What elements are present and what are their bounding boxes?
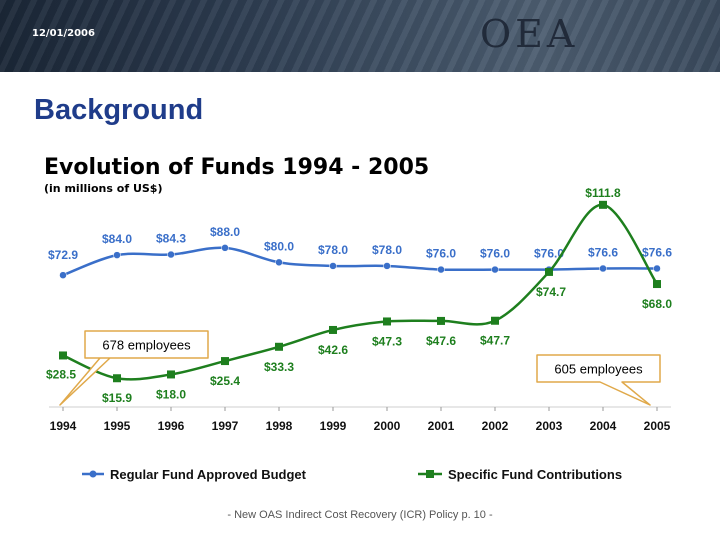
regular-label-1997: $88.0 — [210, 225, 240, 239]
x-tick-label-1996: 1996 — [158, 419, 185, 433]
x-tick-label-2001: 2001 — [428, 419, 455, 433]
x-tick-label-1998: 1998 — [266, 419, 293, 433]
chart-subtitle: (in millions of US$) — [44, 182, 163, 195]
x-tick-label-1995: 1995 — [104, 419, 131, 433]
specific-label-1994: $28.5 — [46, 367, 76, 381]
specific-point-2001 — [437, 316, 445, 325]
specific-point-1996 — [167, 370, 175, 379]
regular-label-1996: $84.3 — [156, 232, 186, 246]
footer-citation: - New OAS Indirect Cost Recovery (ICR) P… — [227, 509, 493, 521]
specific-label-1998: $33.3 — [264, 360, 294, 374]
regular-point-1998 — [275, 258, 283, 267]
x-tick-label-2004: 2004 — [590, 419, 617, 433]
x-tick-label-1999: 1999 — [320, 419, 347, 433]
specific-label-1995: $15.9 — [102, 391, 132, 405]
x-tick-label-1997: 1997 — [212, 419, 239, 433]
specific-label-2004: $111.8 — [585, 186, 621, 200]
regular-label-1999: $78.0 — [318, 243, 348, 257]
x-tick-label-2002: 2002 — [482, 419, 509, 433]
legend-specific-marker — [426, 470, 434, 478]
specific-label-2000: $47.3 — [372, 334, 402, 348]
regular-point-1995 — [113, 251, 121, 259]
regular-label-2002: $76.0 — [480, 247, 510, 261]
specific-point-2005 — [653, 280, 661, 289]
specific-label-1996: $18.0 — [156, 387, 186, 401]
regular-label-2000: $78.0 — [372, 243, 402, 257]
specific-label-1999: $42.6 — [318, 343, 348, 357]
regular-label-2005: $76.6 — [642, 245, 672, 259]
regular-point-1997 — [221, 244, 229, 252]
specific-point-1995 — [113, 374, 121, 383]
regular-point-2001 — [437, 265, 445, 274]
regular-point-2000 — [383, 262, 391, 270]
specific-point-1994 — [59, 351, 67, 360]
regular-point-1999 — [329, 262, 337, 270]
funds-line-chart: 1994 1995 1996 1997 1998 1999 2000 2001 2002 2003… — [46, 186, 672, 482]
page-title: Background — [34, 94, 204, 126]
x-tick-label-2000: 2000 — [374, 419, 401, 433]
specific-point-2002 — [491, 316, 499, 325]
regular-point-2002 — [491, 265, 499, 274]
specific-point-2004 — [599, 200, 607, 209]
legend-regular-marker — [89, 470, 97, 478]
x-tick-label-2005: 2005 — [644, 419, 671, 433]
regular-point-2004 — [599, 264, 607, 273]
annotation-678-employees-text: 678 employees — [102, 338, 191, 353]
oea-logo: OEA — [480, 12, 579, 56]
x-tick-label-2003: 2003 — [536, 419, 563, 433]
regular-label-2004: $76.6 — [588, 245, 618, 259]
x-tick-label-1994: 1994 — [50, 419, 77, 433]
legend-specific-label: Specific Fund Contributions — [448, 467, 622, 482]
specific-point-1999 — [329, 325, 337, 334]
regular-label-1998: $80.0 — [264, 239, 294, 253]
header-date: 12/01/2006 — [32, 28, 95, 39]
regular-label-2001: $76.0 — [426, 247, 456, 261]
chart-title: Evolution of Funds 1994 - 2005 — [44, 155, 430, 180]
specific-label-2001: $47.6 — [426, 334, 456, 348]
specific-point-1998 — [275, 342, 283, 351]
regular-point-1994 — [59, 271, 67, 279]
annotation-678-employees-box — [59, 330, 209, 406]
specific-point-1997 — [221, 357, 229, 366]
header-banner: 12/01/2006 OEA — [0, 0, 720, 72]
specific-label-1997: $25.4 — [210, 374, 240, 388]
specific-label-2003: $74.7 — [536, 285, 566, 299]
regular-point-1996 — [167, 250, 175, 259]
regular-point-2005 — [653, 264, 661, 273]
regular-label-2003: $76.0 — [534, 247, 564, 261]
regular-label-1995: $84.0 — [102, 232, 132, 246]
specific-label-2005: $68.0 — [642, 297, 672, 311]
specific-point-2000 — [383, 317, 391, 326]
legend-regular-label: Regular Fund Approved Budget — [110, 467, 307, 482]
specific-point-2003 — [545, 267, 553, 276]
specific-label-2002: $47.7 — [480, 334, 510, 348]
series-line-regular — [62, 246, 658, 277]
annotation-605-employees-text: 605 employees — [554, 362, 643, 377]
regular-label-1994: $72.9 — [48, 248, 78, 262]
annotation-605-employees-box — [536, 354, 661, 406]
